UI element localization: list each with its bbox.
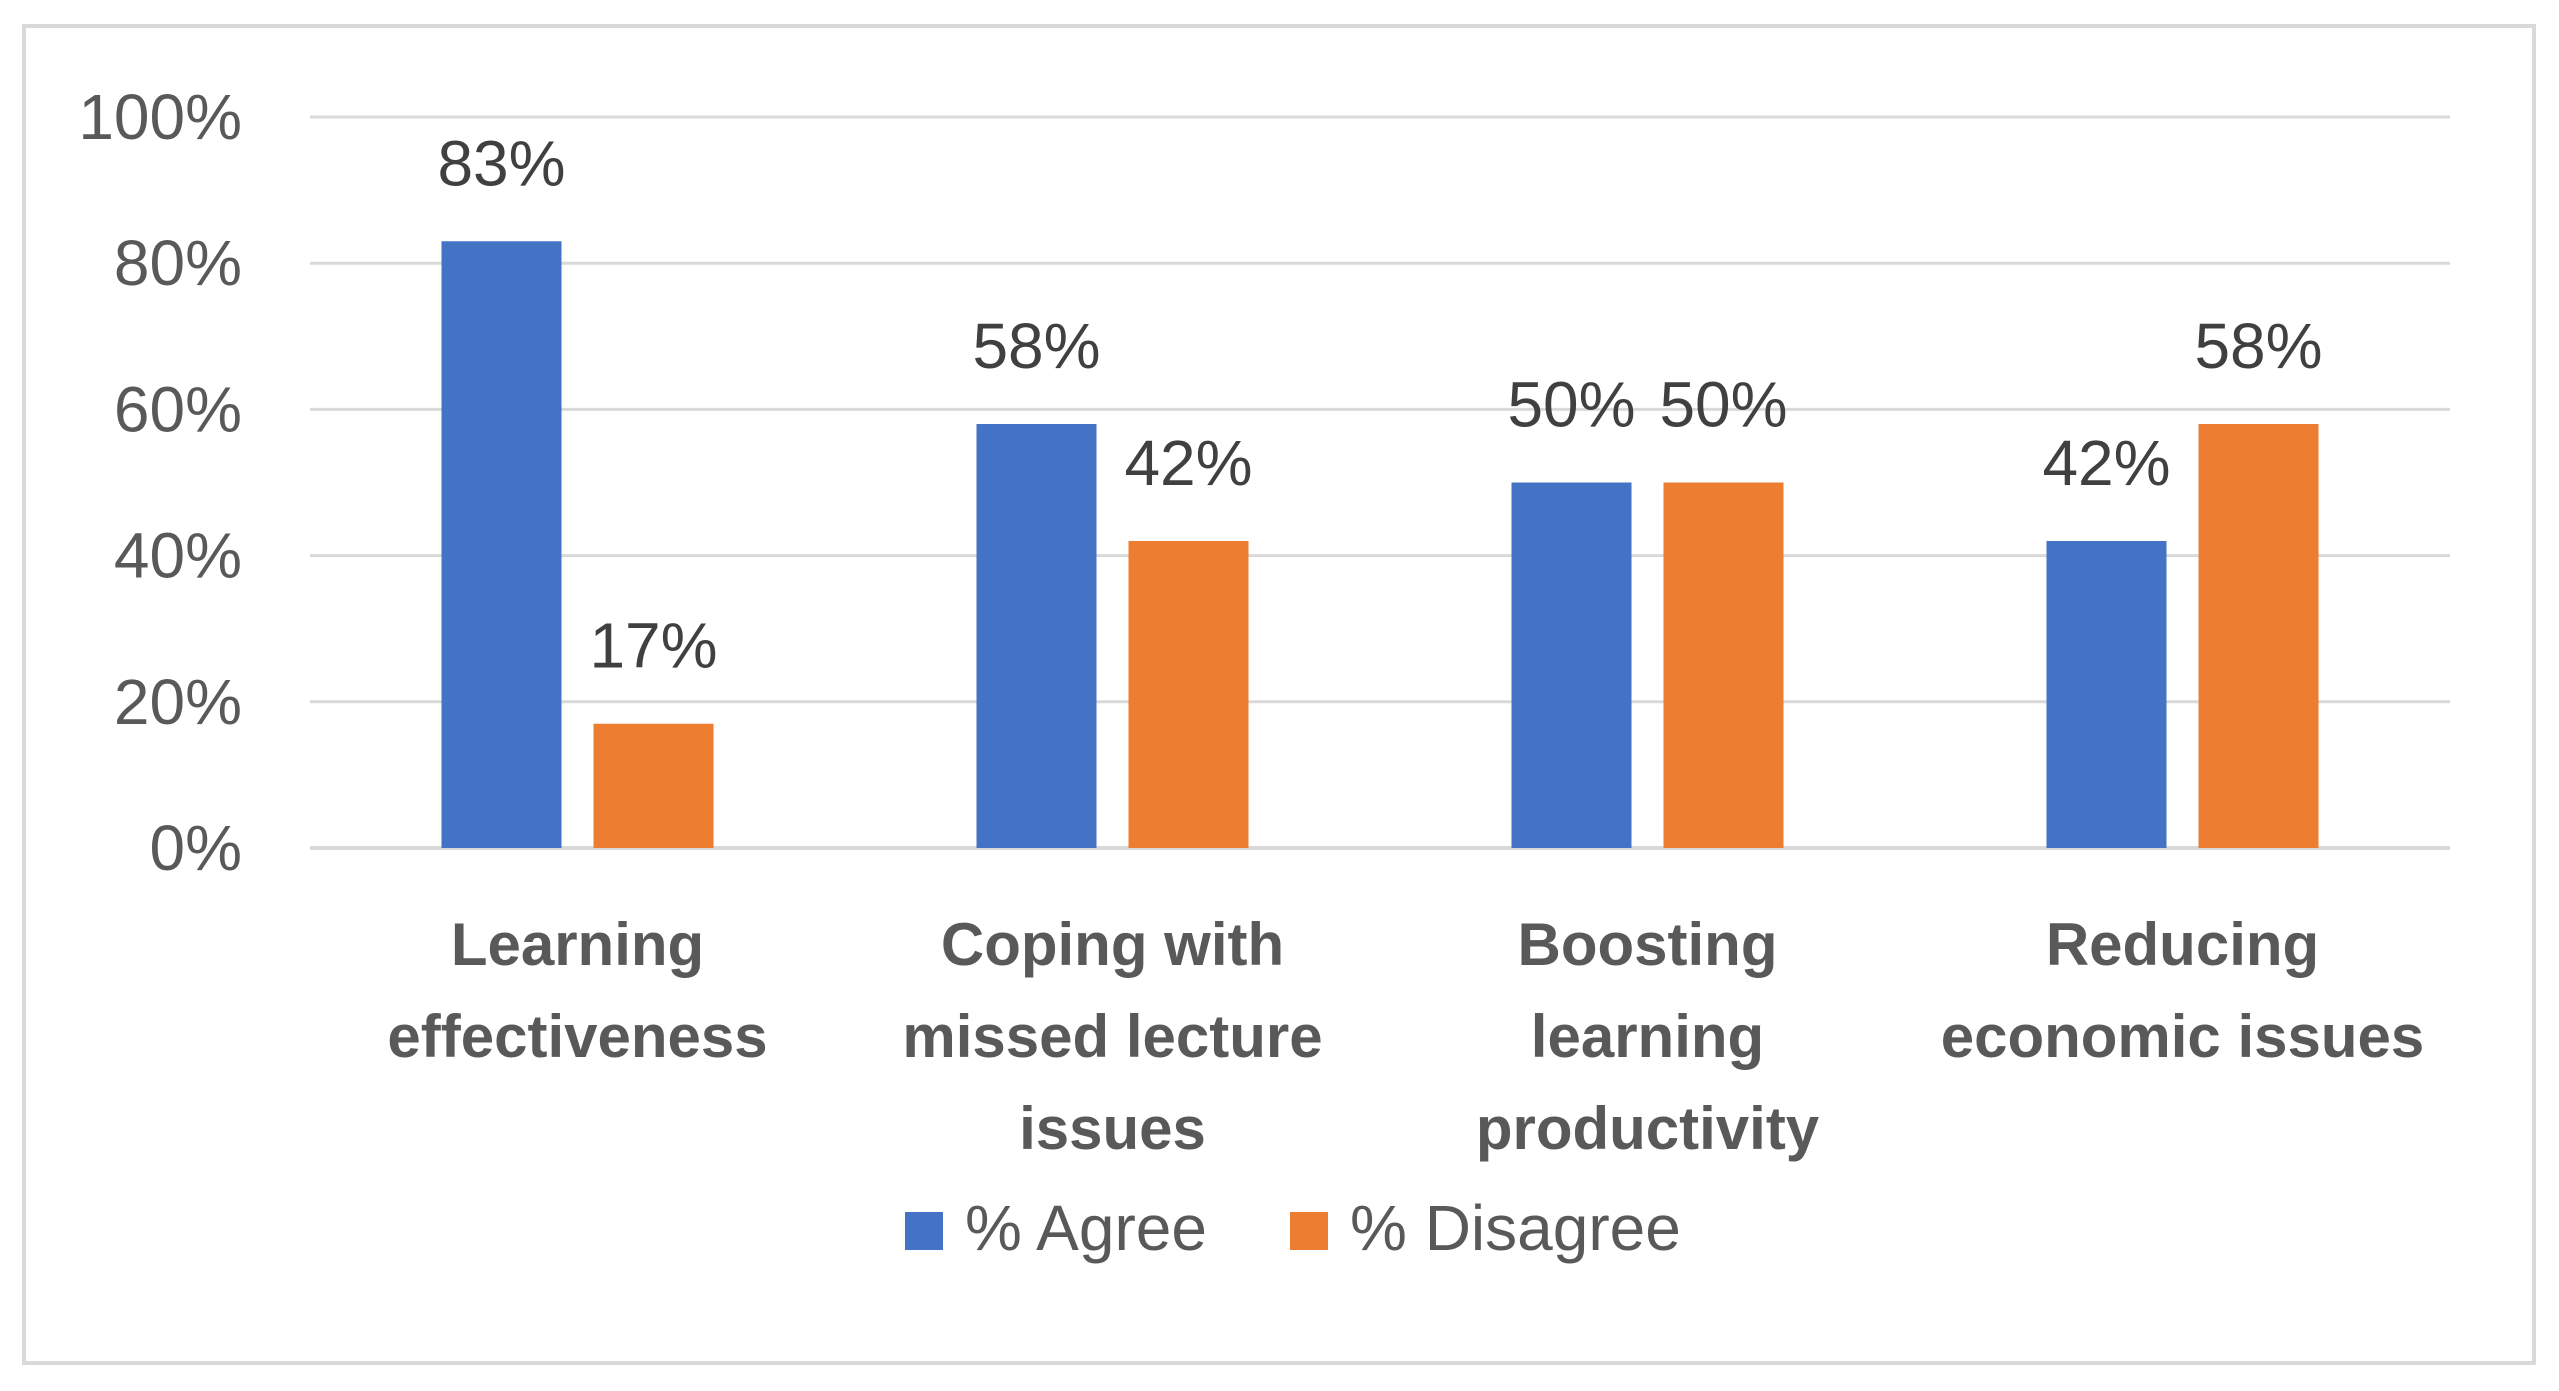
bar-disagree: [2198, 424, 2319, 848]
bar-agree: [1511, 482, 1632, 848]
legend-label: % Agree: [965, 1192, 1207, 1264]
legend-swatch: [1290, 1212, 1328, 1250]
y-tick-label: 20%: [114, 666, 242, 738]
category-label: productivity: [1476, 1095, 1820, 1162]
y-tick-label: 0%: [150, 812, 243, 884]
data-label: 42%: [1124, 427, 1252, 499]
data-label: 58%: [2194, 310, 2322, 382]
data-label: 42%: [2042, 427, 2170, 499]
category-label: Learning: [451, 911, 704, 978]
bar-agree: [441, 241, 562, 848]
data-label: 50%: [1659, 369, 1787, 441]
data-label: 58%: [972, 310, 1100, 382]
legend-label: % Disagree: [1350, 1192, 1681, 1264]
y-tick-label: 60%: [114, 373, 242, 445]
bar-disagree: [1128, 540, 1249, 848]
y-tick-label: 80%: [114, 227, 242, 299]
category-label: Coping with: [941, 911, 1284, 978]
category-label: Boosting: [1518, 911, 1778, 978]
category-label: economic issues: [1941, 1003, 2425, 1070]
bar-disagree: [1663, 482, 1784, 848]
category-label: issues: [1019, 1095, 1206, 1162]
y-tick-label: 40%: [114, 520, 242, 592]
category-label: missed lecture: [902, 1003, 1322, 1070]
bar-agree: [2046, 540, 2167, 848]
category-label: learning: [1531, 1003, 1764, 1070]
data-label: 50%: [1507, 369, 1635, 441]
data-label: 83%: [437, 127, 565, 199]
bar-agree: [976, 424, 1097, 848]
y-tick-label: 100%: [78, 81, 242, 153]
legend-swatch: [905, 1212, 943, 1250]
bar-disagree: [593, 723, 714, 848]
category-label: Reducing: [2046, 911, 2319, 978]
category-label: effectiveness: [387, 1003, 767, 1070]
data-label: 17%: [589, 610, 717, 682]
